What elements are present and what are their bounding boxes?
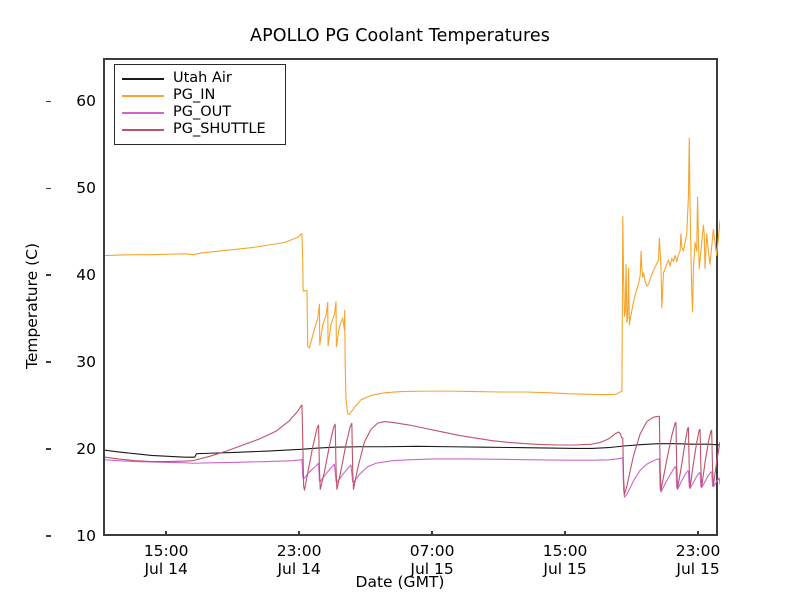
- legend-label-pg-shuttle: PG_SHUTTLE: [173, 121, 266, 137]
- x-tick-mark: [697, 531, 699, 536]
- y-axis-label: Temperature (C): [23, 242, 41, 370]
- y-tick-mark: [46, 187, 51, 190]
- x-tick-mark: [298, 531, 300, 536]
- y-tick-mark: [46, 274, 51, 277]
- y-tick-mark: [46, 100, 51, 103]
- x-tick-label: 15:00 Jul 15: [542, 542, 588, 578]
- x-tick-date: Jul 14: [144, 559, 188, 578]
- y-tick-label: 10: [76, 527, 96, 545]
- legend-swatch-utah-air: [122, 77, 164, 80]
- y-tick-label: 50: [76, 179, 96, 198]
- x-axis-label: Date (GMT): [355, 573, 445, 591]
- x-tick-time: 23:00: [675, 542, 721, 560]
- y-tick-label: 40: [76, 266, 96, 285]
- legend-swatch-pg-shuttle: [122, 128, 164, 131]
- x-tick-date: Jul 15: [410, 559, 454, 578]
- x-tick-date: Jul 15: [543, 559, 587, 578]
- x-tick-label: 07:00 Jul 15: [409, 542, 455, 578]
- y-axis-ticks: 10 20 30 40 50 60: [48, 58, 96, 545]
- series-line-pg-in: [105, 137, 720, 416]
- series-line-pg-out: [105, 457, 720, 498]
- plot-lines: [105, 137, 720, 498]
- x-tick-date: Jul 15: [676, 559, 720, 578]
- legend-item-pg-shuttle: PG_SHUTTLE: [122, 121, 278, 138]
- legend-swatch-pg-out: [122, 111, 164, 114]
- page-title: APOLLO PG Coolant Temperatures: [250, 26, 550, 46]
- y-tick-label: 60: [76, 92, 96, 111]
- x-tick-label: 23:00 Jul 14: [276, 542, 322, 578]
- x-tick-date: Jul 14: [277, 559, 321, 578]
- legend-label-pg-out: PG_OUT: [173, 104, 232, 120]
- x-tick-time: 07:00: [409, 542, 455, 560]
- series-line-pg-shuttle: [105, 404, 720, 496]
- legend-item-utah-air: Utah Air: [122, 70, 278, 87]
- legend-swatch-pg-in: [122, 94, 164, 97]
- x-tick-time: 15:00: [143, 542, 189, 560]
- legend: Utah Air PG_IN PG_OUT PG_SHUTTLE: [114, 64, 286, 145]
- y-tick-mark: [46, 448, 51, 450]
- x-tick-mark: [165, 531, 167, 536]
- x-tick-time: 23:00: [276, 542, 322, 560]
- legend-label-pg-in: PG_IN: [173, 87, 216, 103]
- x-tick-mark: [564, 531, 566, 536]
- x-axis-ticks: 15:00 Jul 14 23:00 Jul 14 07:00 Jul 15 15:00 Ju…: [103, 536, 721, 582]
- x-tick-time: 15:00: [542, 542, 588, 560]
- y-tick-label: 30: [76, 353, 96, 372]
- y-tick-label: 20: [76, 440, 96, 459]
- legend-label-utah-air: Utah Air: [173, 70, 232, 86]
- x-tick-mark: [431, 531, 433, 536]
- x-tick-label: 15:00 Jul 14: [143, 542, 189, 578]
- y-tick-mark: [46, 535, 51, 537]
- series-line-utah-air: [105, 443, 720, 458]
- legend-item-pg-in: PG_IN: [122, 87, 278, 104]
- legend-item-pg-out: PG_OUT: [122, 104, 278, 121]
- x-tick-label: 23:00 Jul 15: [675, 542, 721, 578]
- y-tick-mark: [46, 361, 51, 363]
